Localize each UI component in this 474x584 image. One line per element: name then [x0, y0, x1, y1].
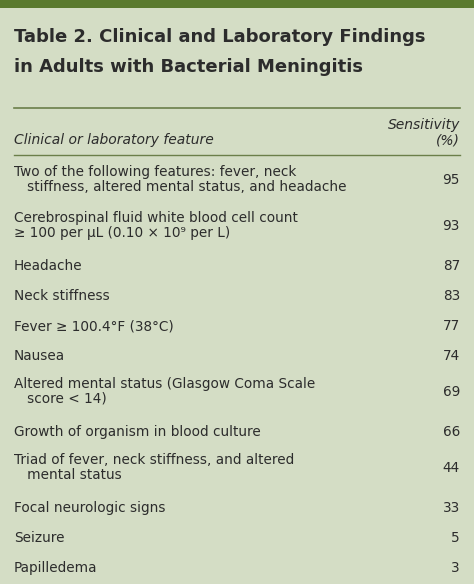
Text: Altered mental status (Glasgow Coma Scale: Altered mental status (Glasgow Coma Scal…: [14, 377, 315, 391]
Text: Two of the following features: fever, neck: Two of the following features: fever, ne…: [14, 165, 296, 179]
Text: Growth of organism in blood culture: Growth of organism in blood culture: [14, 425, 261, 439]
Text: Triad of fever, neck stiffness, and altered: Triad of fever, neck stiffness, and alte…: [14, 453, 294, 467]
Text: Fever ≥ 100.4°F (38°C): Fever ≥ 100.4°F (38°C): [14, 319, 174, 333]
Text: 66: 66: [443, 425, 460, 439]
Text: 44: 44: [443, 461, 460, 474]
Text: 95: 95: [443, 172, 460, 186]
Text: mental status: mental status: [14, 468, 122, 482]
Text: Nausea: Nausea: [14, 349, 65, 363]
Text: Table 2. Clinical and Laboratory Findings: Table 2. Clinical and Laboratory Finding…: [14, 28, 426, 46]
Text: Papilledema: Papilledema: [14, 561, 98, 575]
Text: stiffness, altered mental status, and headache: stiffness, altered mental status, and he…: [14, 180, 346, 194]
Text: Seizure: Seizure: [14, 531, 64, 545]
Text: 3: 3: [451, 561, 460, 575]
Text: 5: 5: [451, 531, 460, 545]
Bar: [0, 0, 474, 8]
Text: Cerebrospinal fluid white blood cell count: Cerebrospinal fluid white blood cell cou…: [14, 211, 298, 225]
Text: 83: 83: [443, 289, 460, 303]
Text: 33: 33: [443, 501, 460, 515]
Text: score < 14): score < 14): [14, 392, 107, 406]
Text: 74: 74: [443, 349, 460, 363]
Text: ≥ 100 per μL (0.10 × 10⁹ per L): ≥ 100 per μL (0.10 × 10⁹ per L): [14, 226, 230, 240]
Text: 77: 77: [443, 319, 460, 333]
Text: 93: 93: [443, 218, 460, 232]
Text: 69: 69: [443, 384, 460, 398]
Text: 87: 87: [443, 259, 460, 273]
Text: Focal neurologic signs: Focal neurologic signs: [14, 501, 165, 515]
Text: Headache: Headache: [14, 259, 82, 273]
Text: Neck stiffness: Neck stiffness: [14, 289, 110, 303]
Text: (%): (%): [436, 133, 460, 147]
Text: Sensitivity: Sensitivity: [388, 118, 460, 132]
Text: in Adults with Bacterial Meningitis: in Adults with Bacterial Meningitis: [14, 58, 363, 76]
Text: Clinical or laboratory feature: Clinical or laboratory feature: [14, 133, 214, 147]
